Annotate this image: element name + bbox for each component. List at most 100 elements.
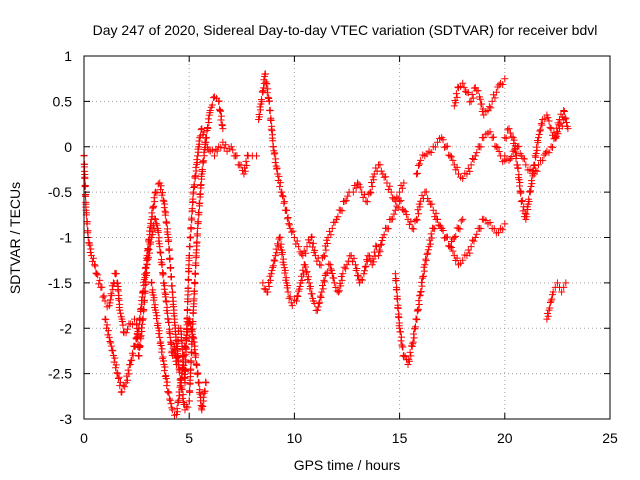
data-point — [321, 252, 329, 260]
data-point — [167, 273, 175, 281]
data-point — [309, 239, 317, 247]
data-point — [308, 290, 316, 298]
data-point — [398, 184, 406, 192]
data-point — [256, 113, 264, 121]
data-point — [187, 234, 195, 242]
data-point — [304, 273, 312, 281]
data-point — [293, 292, 301, 300]
data-point — [469, 94, 477, 102]
data-point — [539, 156, 547, 164]
data-point — [152, 188, 160, 196]
data-point — [538, 121, 546, 129]
data-point — [296, 282, 304, 290]
data-point — [200, 152, 208, 160]
series-track-d — [255, 70, 408, 269]
data-point — [294, 293, 302, 301]
series-track-c — [147, 278, 210, 419]
data-point — [540, 151, 548, 159]
data-point — [439, 136, 447, 144]
data-point — [106, 299, 114, 307]
data-point — [468, 90, 476, 98]
data-point — [527, 182, 535, 190]
data-point — [199, 403, 207, 411]
data-point — [150, 294, 158, 302]
data-point — [92, 269, 100, 277]
y-tick-label: 1 — [64, 48, 72, 64]
data-point — [196, 199, 204, 207]
data-point — [302, 263, 310, 271]
data-point — [95, 280, 103, 288]
data-point — [167, 263, 175, 271]
data-point — [305, 279, 313, 287]
data-point — [418, 282, 426, 290]
data-point — [501, 75, 509, 83]
data-point — [549, 288, 557, 296]
data-point — [155, 234, 163, 242]
data-point — [81, 182, 89, 190]
data-point — [519, 154, 527, 162]
data-point — [439, 226, 447, 234]
data-point — [317, 293, 325, 301]
data-point — [165, 236, 173, 244]
data-point — [541, 115, 549, 123]
data-point — [535, 130, 543, 138]
data-point — [161, 282, 169, 290]
data-point — [554, 130, 562, 138]
data-point — [453, 163, 461, 171]
data-point — [168, 282, 176, 290]
data-point — [293, 297, 301, 305]
data-point — [321, 278, 329, 286]
data-point — [486, 128, 494, 136]
data-point — [393, 193, 401, 201]
data-point — [270, 256, 278, 264]
data-point — [508, 152, 516, 160]
data-point — [502, 134, 510, 142]
data-point — [276, 183, 284, 191]
data-point — [516, 179, 524, 187]
data-point — [167, 339, 175, 347]
x-tick-label: 10 — [287, 430, 303, 446]
data-point — [200, 157, 208, 165]
data-point — [137, 305, 145, 313]
data-point — [100, 292, 108, 300]
data-point — [186, 388, 194, 396]
data-point — [269, 263, 277, 271]
data-point — [478, 100, 486, 108]
data-point — [217, 112, 225, 120]
data-point — [187, 365, 195, 373]
data-point — [397, 328, 405, 336]
data-point — [187, 326, 195, 334]
data-point — [361, 191, 369, 199]
data-point — [111, 354, 119, 362]
data-point — [313, 257, 321, 265]
data-point — [146, 231, 154, 239]
data-point — [187, 225, 195, 233]
data-point — [518, 197, 526, 205]
data-point — [342, 197, 350, 205]
data-point — [118, 318, 126, 326]
data-point — [163, 219, 171, 227]
data-point — [233, 152, 241, 160]
data-point — [208, 101, 216, 109]
data-point — [499, 81, 507, 89]
data-point — [558, 288, 566, 296]
data-point — [356, 183, 364, 191]
data-point — [326, 261, 334, 269]
data-point — [91, 262, 99, 270]
data-point — [147, 222, 155, 230]
data-point — [397, 333, 405, 341]
data-point — [377, 167, 385, 175]
data-point — [314, 303, 322, 311]
data-point — [295, 243, 303, 251]
data-point — [393, 202, 401, 210]
data-point — [157, 342, 165, 350]
data-point — [361, 267, 369, 275]
data-point — [284, 288, 292, 296]
data-point — [368, 261, 376, 269]
data-point — [477, 225, 485, 233]
data-point — [361, 263, 369, 271]
data-point — [420, 267, 428, 275]
data-point — [242, 157, 250, 165]
data-point — [416, 160, 424, 168]
data-point — [162, 374, 170, 382]
